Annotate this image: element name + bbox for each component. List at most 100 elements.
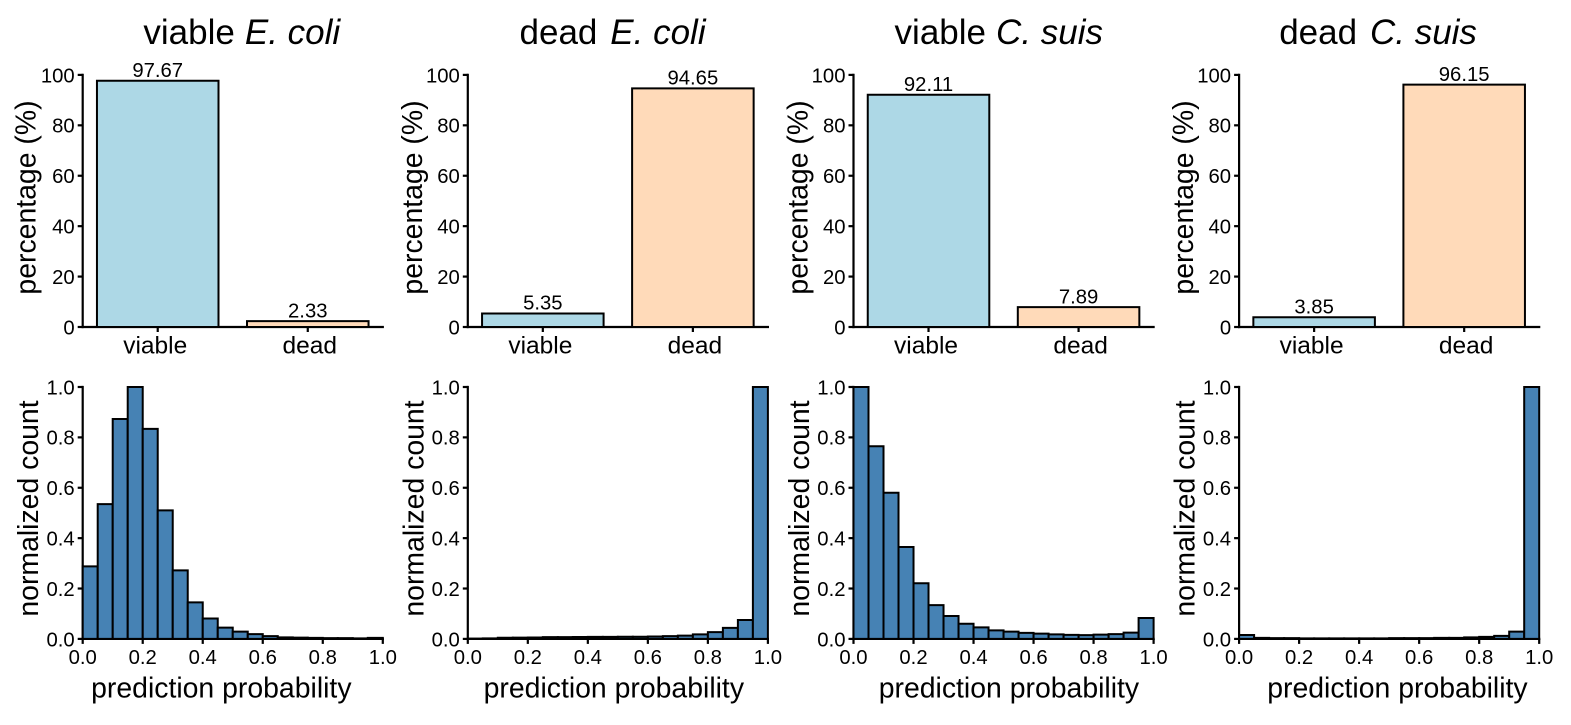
svg-text:0.2: 0.2 — [899, 647, 927, 669]
svg-text:0.0: 0.0 — [69, 647, 97, 669]
svg-text:prediction probability: prediction probability — [91, 672, 352, 704]
svg-text:0.4: 0.4 — [1345, 647, 1373, 669]
svg-text:0: 0 — [449, 317, 460, 339]
svg-text:1.0: 1.0 — [46, 377, 74, 399]
svg-text:40: 40 — [52, 217, 75, 239]
svg-text:0.0: 0.0 — [454, 647, 482, 669]
svg-text:0.4: 0.4 — [46, 528, 74, 550]
svg-text:80: 80 — [823, 116, 846, 138]
svg-text:percentage (%): percentage (%) — [783, 100, 815, 294]
svg-text:2.33: 2.33 — [288, 300, 327, 322]
svg-text:viable: viable — [123, 332, 187, 359]
svg-text:0.6: 0.6 — [1019, 647, 1047, 669]
svg-text:E. coli: E. coli — [245, 13, 342, 52]
svg-text:0.0: 0.0 — [432, 629, 460, 651]
svg-text:96.15: 96.15 — [1439, 64, 1490, 86]
svg-text:prediction probability: prediction probability — [879, 672, 1140, 704]
svg-text:80: 80 — [1209, 116, 1232, 138]
svg-text:97.67: 97.67 — [132, 60, 183, 82]
svg-text:100: 100 — [41, 65, 75, 87]
svg-text:0.6: 0.6 — [249, 647, 277, 669]
svg-text:viable: viable — [895, 13, 986, 52]
svg-text:0.2: 0.2 — [432, 579, 460, 601]
svg-text:0.8: 0.8 — [817, 428, 845, 450]
svg-text:5.35: 5.35 — [523, 293, 562, 315]
svg-text:viable: viable — [508, 332, 572, 359]
svg-text:dead: dead — [1439, 332, 1494, 359]
svg-text:dead: dead — [1279, 13, 1357, 52]
svg-text:0.6: 0.6 — [817, 478, 845, 500]
svg-text:1.0: 1.0 — [754, 647, 782, 669]
svg-text:1.0: 1.0 — [1203, 377, 1231, 399]
svg-text:94.65: 94.65 — [667, 68, 718, 90]
svg-text:0.8: 0.8 — [432, 428, 460, 450]
svg-text:percentage (%): percentage (%) — [10, 100, 42, 294]
svg-text:E. coli: E. coli — [610, 13, 707, 52]
svg-text:80: 80 — [52, 116, 75, 138]
svg-text:0.8: 0.8 — [46, 428, 74, 450]
svg-text:C. suis: C. suis — [996, 13, 1103, 52]
svg-text:0.6: 0.6 — [46, 478, 74, 500]
svg-text:40: 40 — [437, 217, 460, 239]
svg-text:viable: viable — [894, 332, 958, 359]
svg-text:0.0: 0.0 — [1225, 647, 1253, 669]
svg-text:dead: dead — [1053, 332, 1108, 359]
svg-text:percentage (%): percentage (%) — [1168, 100, 1200, 294]
svg-text:60: 60 — [437, 166, 460, 188]
svg-text:0.0: 0.0 — [1203, 629, 1231, 651]
svg-text:20: 20 — [1209, 267, 1232, 289]
svg-text:normalized count: normalized count — [784, 400, 816, 616]
svg-text:60: 60 — [823, 166, 846, 188]
svg-text:0.2: 0.2 — [1203, 579, 1231, 601]
svg-text:0.0: 0.0 — [839, 647, 867, 669]
svg-text:prediction probability: prediction probability — [484, 672, 745, 704]
svg-text:viable: viable — [1280, 332, 1344, 359]
svg-text:40: 40 — [1209, 217, 1232, 239]
svg-text:0.2: 0.2 — [817, 579, 845, 601]
svg-text:20: 20 — [437, 267, 460, 289]
svg-text:60: 60 — [1209, 166, 1232, 188]
svg-text:40: 40 — [823, 217, 846, 239]
svg-text:dead: dead — [520, 13, 598, 52]
svg-text:0.2: 0.2 — [129, 647, 157, 669]
svg-text:60: 60 — [52, 166, 75, 188]
svg-text:20: 20 — [823, 267, 846, 289]
svg-text:100: 100 — [1197, 65, 1231, 87]
svg-text:1.0: 1.0 — [1525, 647, 1553, 669]
svg-text:0.0: 0.0 — [46, 629, 74, 651]
svg-text:0.6: 0.6 — [1405, 647, 1433, 669]
svg-text:0.2: 0.2 — [1285, 647, 1313, 669]
svg-text:dead: dead — [283, 332, 338, 359]
svg-text:0: 0 — [1220, 317, 1231, 339]
svg-text:0.4: 0.4 — [959, 647, 987, 669]
svg-text:percentage (%): percentage (%) — [397, 100, 429, 294]
svg-text:0: 0 — [63, 317, 74, 339]
svg-text:1.0: 1.0 — [432, 377, 460, 399]
svg-text:92.11: 92.11 — [904, 74, 953, 96]
svg-text:0.4: 0.4 — [574, 647, 602, 669]
svg-text:normalized count: normalized count — [13, 400, 45, 616]
svg-text:0: 0 — [834, 317, 845, 339]
svg-text:0.4: 0.4 — [1203, 528, 1231, 550]
svg-text:viable: viable — [143, 13, 234, 52]
svg-text:dead: dead — [668, 332, 723, 359]
svg-text:0.8: 0.8 — [309, 647, 337, 669]
svg-text:0.8: 0.8 — [1079, 647, 1107, 669]
svg-text:0.4: 0.4 — [817, 528, 845, 550]
svg-text:80: 80 — [437, 116, 460, 138]
svg-text:0.8: 0.8 — [1203, 428, 1231, 450]
svg-text:0.6: 0.6 — [432, 478, 460, 500]
svg-text:0.0: 0.0 — [817, 629, 845, 651]
svg-text:1.0: 1.0 — [1139, 647, 1167, 669]
svg-text:normalized count: normalized count — [1170, 400, 1202, 616]
svg-text:1.0: 1.0 — [369, 647, 397, 669]
svg-text:1.0: 1.0 — [817, 377, 845, 399]
svg-text:0.2: 0.2 — [514, 647, 542, 669]
svg-text:0.2: 0.2 — [46, 579, 74, 601]
svg-text:prediction probability: prediction probability — [1267, 672, 1528, 704]
svg-text:0.8: 0.8 — [1465, 647, 1493, 669]
svg-text:0.4: 0.4 — [432, 528, 460, 550]
svg-text:20: 20 — [52, 267, 75, 289]
svg-text:normalized count: normalized count — [398, 400, 430, 616]
svg-text:3.85: 3.85 — [1294, 296, 1333, 318]
